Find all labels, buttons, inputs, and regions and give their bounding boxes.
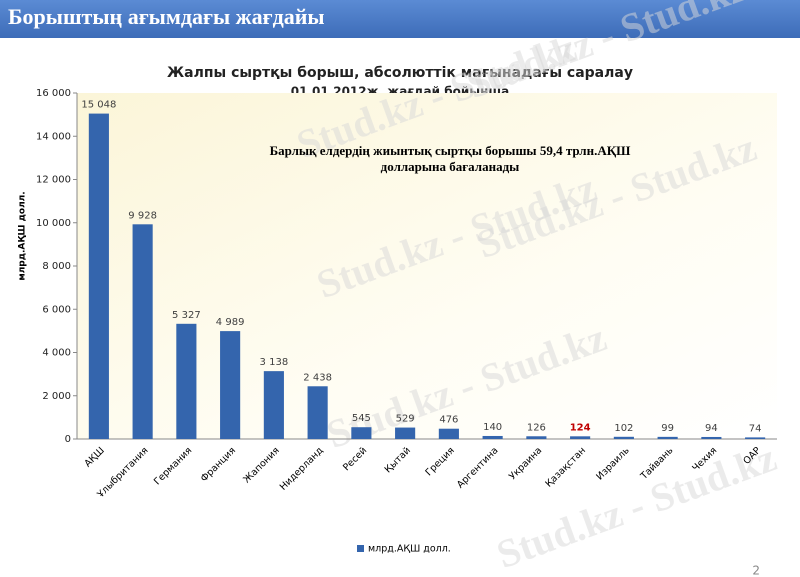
value-label: 102 — [614, 423, 633, 434]
annotation: Барлық елдердің жиынтық сыртқы борышы 59… — [270, 143, 632, 158]
bar — [745, 437, 766, 439]
value-label: 3 138 — [260, 357, 289, 368]
y-tick-label: 10 000 — [36, 218, 71, 229]
value-label: 140 — [483, 422, 502, 433]
page-number: 2 — [752, 564, 760, 577]
header-title: Борыштың ағымдағы жағдайы — [8, 4, 325, 29]
value-label: 126 — [527, 422, 546, 433]
value-label: 9 928 — [128, 210, 157, 221]
y-tick-label: 14 000 — [36, 131, 71, 142]
bar — [132, 224, 153, 439]
y-tick-label: 2 000 — [42, 391, 71, 402]
value-label: 74 — [749, 423, 762, 434]
bar — [88, 113, 109, 439]
value-label: 476 — [439, 415, 458, 426]
bar — [657, 436, 678, 439]
bar — [438, 428, 459, 439]
value-label: 529 — [396, 414, 415, 425]
bar — [307, 386, 328, 439]
bar — [263, 371, 284, 439]
y-tick-label: 12 000 — [36, 175, 71, 186]
header-bar — [0, 0, 800, 38]
value-label: 94 — [705, 423, 718, 434]
bar — [395, 427, 416, 439]
value-label: 99 — [661, 423, 674, 434]
bar — [570, 436, 591, 439]
bar — [176, 323, 197, 439]
bar — [220, 331, 241, 439]
annotation: долларына бағаланады — [381, 159, 520, 174]
y-tick-label: 16 000 — [36, 88, 71, 99]
bar — [351, 427, 372, 439]
y-tick-label: 4 000 — [42, 348, 71, 359]
value-label: 124 — [570, 422, 591, 433]
legend-swatch — [357, 545, 364, 552]
value-label: 2 438 — [303, 372, 332, 383]
y-tick-label: 0 — [65, 434, 71, 445]
y-tick-label: 6 000 — [42, 304, 71, 315]
legend-label: млрд.АҚШ долл. — [368, 544, 451, 555]
y-axis-label: млрд.АҚШ долл. — [18, 191, 28, 280]
value-label: 545 — [352, 413, 371, 424]
y-tick-label: 8 000 — [42, 261, 71, 272]
bar — [482, 435, 503, 439]
chart-title: Жалпы сыртқы борыш, абсолюттік мағынадағ… — [167, 65, 633, 81]
bar — [701, 436, 722, 439]
value-label: 5 327 — [172, 310, 201, 321]
value-label: 4 989 — [216, 317, 245, 328]
bar — [526, 436, 547, 439]
bar — [613, 436, 634, 439]
value-label: 15 048 — [81, 100, 116, 111]
